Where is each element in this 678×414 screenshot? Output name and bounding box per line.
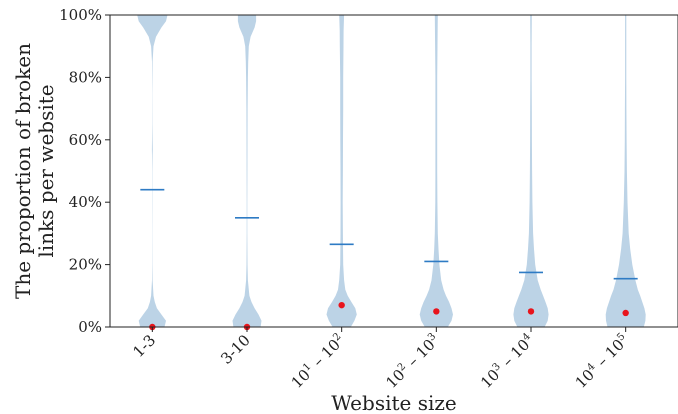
y-axis: 0% 20% 40% 60% 80% 100% <box>59 6 110 336</box>
violin-2 <box>232 15 262 327</box>
x-tick-label: 3-10 <box>217 331 254 368</box>
y-tick-label: 60% <box>69 131 102 149</box>
x-tick-label: 104 – 105 <box>572 331 633 392</box>
y-tick-label: 80% <box>69 68 102 86</box>
y-tick-label: 20% <box>69 256 102 274</box>
median-marker <box>433 308 440 315</box>
y-axis-label-line-1: The proportion of broken <box>11 43 35 299</box>
y-axis-label-line-2: links per website <box>34 84 58 257</box>
violins-group <box>137 15 646 331</box>
y-tick-label: 100% <box>59 6 102 24</box>
x-axis-label: Website size <box>331 391 457 414</box>
violin-5 <box>513 15 549 327</box>
plot-frame <box>109 14 678 328</box>
median-marker <box>622 309 629 317</box>
violin-6 <box>605 15 646 327</box>
x-tick-label: 1-3 <box>129 331 159 361</box>
violin-3 <box>326 15 357 327</box>
x-tick-label: 103 – 104 <box>477 331 538 392</box>
y-tick-label: 40% <box>69 193 102 211</box>
median-marker <box>338 301 345 309</box>
x-axis: 1-3 3-10 101 – 102 102 – 103 103 – 104 104 – … <box>129 327 633 392</box>
violin-1 <box>137 15 168 327</box>
median-marker <box>527 308 535 315</box>
x-tick-label: 101 – 102 <box>288 331 349 392</box>
x-tick-label: 102 – 103 <box>382 331 443 392</box>
y-tick-label: 0% <box>78 318 102 336</box>
violin-4 <box>419 15 453 327</box>
